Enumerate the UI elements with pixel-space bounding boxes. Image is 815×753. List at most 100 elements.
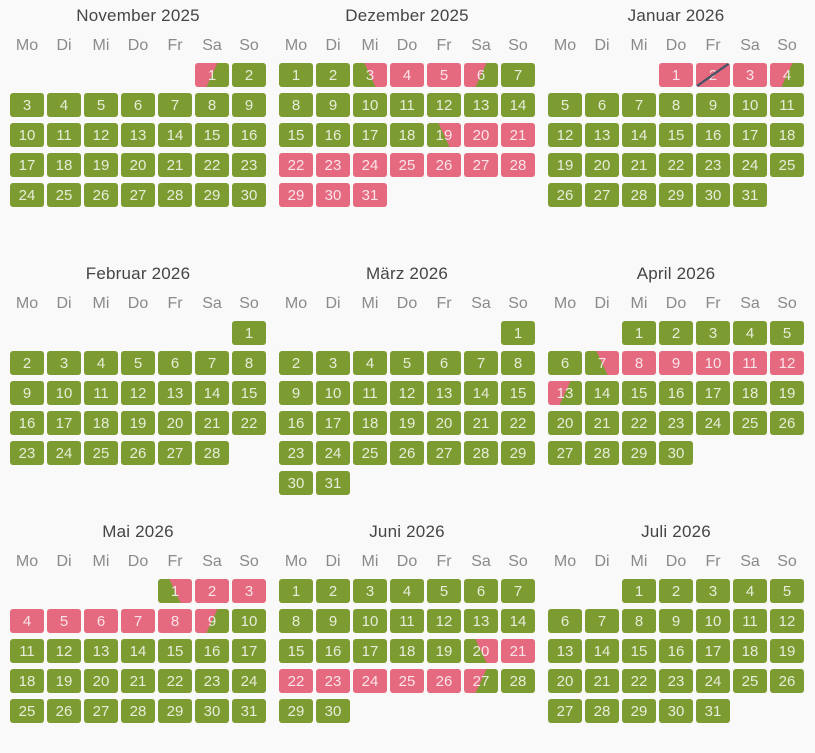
day-cell: 4 — [390, 579, 424, 603]
weekday-header-row: Mo Di Mi Do Fr Sa So — [548, 37, 804, 54]
month-title: Dezember 2025 — [345, 6, 469, 25]
day-cell: 14 — [501, 93, 535, 117]
day-cell: 15 — [158, 639, 192, 663]
day-cell: 12 — [427, 93, 461, 117]
day-cell: 27 — [158, 441, 192, 465]
day-cell: 3 — [696, 321, 730, 345]
day-cell: 24 — [353, 153, 387, 177]
day-cell: 27 — [548, 441, 582, 465]
weekday-header-row: Mo Di Mi Do Fr Sa So — [279, 553, 535, 570]
day-cell: 15 — [279, 123, 313, 147]
day-cell: 24 — [316, 441, 350, 465]
day-cell: 19 — [427, 123, 461, 147]
day-cell: 14 — [622, 123, 656, 147]
day-cell: 30 — [696, 183, 730, 207]
day-cell: 24 — [733, 153, 767, 177]
day-cell: 21 — [464, 411, 498, 435]
day-cell: 29 — [158, 699, 192, 723]
day-cell: 13 — [464, 93, 498, 117]
day-cell: 9 — [195, 609, 229, 633]
day-cell: 23 — [316, 669, 350, 693]
weekday-label: Do — [665, 295, 687, 312]
month-title: Februar 2026 — [85, 264, 191, 283]
day-cell: 5 — [47, 609, 81, 633]
day-cell: 26 — [390, 441, 424, 465]
day-cell: 22 — [622, 669, 656, 693]
day-cell: 28 — [158, 183, 192, 207]
day-cell: 15 — [622, 381, 656, 405]
day-cell: 4 — [84, 351, 118, 375]
weekday-label: So — [508, 295, 528, 312]
weekday-label: Mo — [284, 37, 308, 54]
day-cell: 5 — [84, 93, 118, 117]
day-cell: 11 — [10, 639, 44, 663]
day-cell: 30 — [195, 699, 229, 723]
day-cell: 11 — [353, 381, 387, 405]
day-cell: 6 — [548, 351, 582, 375]
month-days-grid: 1 2 3 4 5 6 7 8 9 10 11 12 13 14 15 16 17 18 19 20 21 22 23 24 2… — [10, 63, 266, 207]
day-cell: 2 — [316, 579, 350, 603]
day-cell: 11 — [770, 93, 804, 117]
empty-cell — [548, 63, 582, 87]
day-cell: 19 — [427, 639, 461, 663]
day-cell: 19 — [47, 669, 81, 693]
day-cell: 29 — [195, 183, 229, 207]
weekday-label: Sa — [202, 37, 222, 54]
day-cell: 6 — [464, 63, 498, 87]
day-cell: 13 — [585, 123, 619, 147]
day-cell: 6 — [585, 93, 619, 117]
day-cell: 22 — [158, 669, 192, 693]
weekday-label: Mi — [361, 37, 379, 54]
month-calendar: Februar 2026 Mo Di Mi Do Fr Sa So 1 2 3 4 5 6 7 8 9 10 1… — [10, 264, 266, 495]
day-cell: 17 — [316, 411, 350, 435]
day-cell: 29 — [279, 183, 313, 207]
day-cell: 25 — [733, 669, 767, 693]
weekday-label: Fr — [436, 553, 452, 570]
day-cell: 28 — [501, 669, 535, 693]
empty-cell — [464, 321, 498, 345]
day-cell: 11 — [390, 93, 424, 117]
month-days-grid: 1 2 3 4 5 6 7 8 9 10 11 12 13 14 15 16 17 18 19 20 21 22 23 24 2… — [548, 63, 804, 207]
day-cell: 29 — [622, 699, 656, 723]
weekday-label: Mi — [92, 553, 110, 570]
day-cell: 23 — [696, 153, 730, 177]
day-cell: 18 — [353, 411, 387, 435]
day-cell: 2 — [279, 351, 313, 375]
day-cell: 12 — [47, 639, 81, 663]
day-cell: 25 — [47, 183, 81, 207]
weekday-label: Do — [396, 37, 418, 54]
weekday-header-row: Mo Di Mi Do Fr Sa So — [10, 37, 266, 54]
day-cell: 21 — [158, 153, 192, 177]
day-cell: 21 — [585, 411, 619, 435]
empty-cell — [548, 579, 582, 603]
day-cell: 2 — [696, 63, 730, 87]
day-cell: 26 — [121, 441, 155, 465]
day-cell: 19 — [390, 411, 424, 435]
day-cell: 2 — [195, 579, 229, 603]
day-cell: 4 — [353, 351, 387, 375]
empty-cell — [622, 63, 656, 87]
day-cell: 22 — [279, 153, 313, 177]
day-cell: 10 — [47, 381, 81, 405]
empty-cell — [47, 321, 81, 345]
weekday-header-row: Mo Di Mi Do Fr Sa So — [279, 37, 535, 54]
weekday-label: Fr — [705, 553, 721, 570]
weekday-label: Fr — [167, 295, 183, 312]
day-cell: 30 — [659, 441, 693, 465]
day-cell: 22 — [232, 411, 266, 435]
month-calendar: November 2025 Mo Di Mi Do Fr Sa So 1 2 3 4 5 6 7 8 9 10… — [10, 6, 266, 237]
day-cell: 14 — [585, 381, 619, 405]
day-cell: 29 — [501, 441, 535, 465]
day-cell: 8 — [659, 93, 693, 117]
day-cell: 4 — [733, 579, 767, 603]
weekday-label: So — [239, 37, 259, 54]
day-cell: 18 — [84, 411, 118, 435]
day-cell: 9 — [696, 93, 730, 117]
day-cell: 20 — [464, 123, 498, 147]
month-title: Juli 2026 — [641, 522, 711, 541]
day-cell: 4 — [390, 63, 424, 87]
day-cell: 3 — [47, 351, 81, 375]
weekday-label: Sa — [740, 37, 760, 54]
weekday-label: So — [777, 553, 797, 570]
day-cell: 31 — [232, 699, 266, 723]
